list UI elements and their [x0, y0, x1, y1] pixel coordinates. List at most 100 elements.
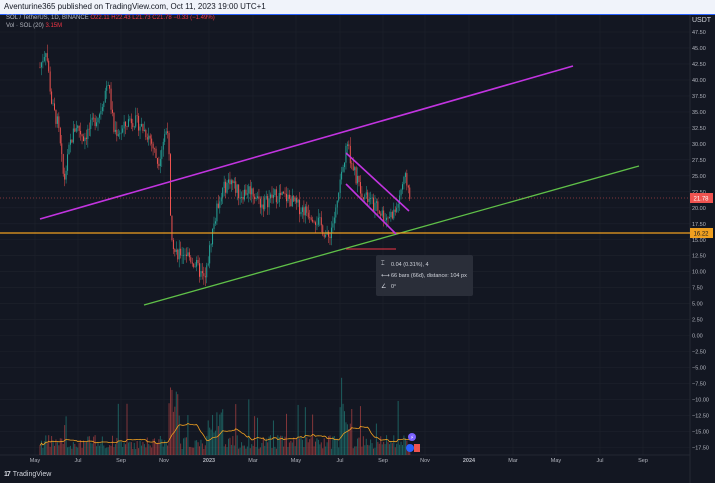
- price-tick-label: 0.00: [692, 334, 703, 340]
- volume-bar: [351, 409, 353, 455]
- wedge-upper-line[interactable]: [345, 152, 410, 212]
- candle-body: [310, 217, 312, 220]
- volume-bar: [122, 447, 124, 455]
- volume-bar: [288, 442, 290, 455]
- volume-bar: [403, 435, 405, 455]
- volume-legend[interactable]: Vol · SOL (20) 3.15M: [6, 23, 62, 29]
- volume-bar: [378, 443, 380, 455]
- volume-bar: [251, 444, 253, 455]
- volume-bar: [184, 437, 186, 455]
- candle-body: [106, 85, 108, 91]
- candle-body: [135, 115, 137, 127]
- price-axis[interactable]: 47.50 45.00 42.50 40.00 37.50 35.00 32.50 30.00…: [692, 30, 709, 452]
- candle-body: [348, 144, 350, 146]
- volume-bar: [355, 446, 357, 455]
- volume-bar: [42, 447, 44, 455]
- price-tick-label: 5.00: [692, 302, 703, 308]
- volume-bar: [159, 435, 161, 455]
- candle-body: [91, 117, 93, 120]
- time-tick-label: Sep: [378, 458, 388, 464]
- volume-bar: [232, 436, 234, 455]
- volume-bar: [145, 447, 147, 455]
- volume-bar: [235, 404, 237, 455]
- candle-body: [162, 141, 164, 150]
- angle-icon: ∠: [381, 284, 387, 290]
- time-tick-label: Sep: [638, 458, 648, 464]
- candle-body: [390, 211, 392, 218]
- candle-body: [322, 225, 324, 235]
- volume-bar: [326, 442, 328, 455]
- volume-bar: [239, 447, 241, 455]
- news-flag-icon[interactable]: [406, 444, 420, 452]
- volume-bar: [146, 437, 148, 455]
- alert-icon[interactable]: ⚡: [408, 433, 416, 441]
- volume-bar: [238, 448, 240, 455]
- volume-bar: [342, 403, 344, 455]
- volume-bar: [104, 448, 106, 455]
- volume-bars: [39, 377, 411, 455]
- time-tick-label: Sep: [116, 458, 126, 464]
- candle-body: [104, 90, 106, 103]
- volume-bar: [58, 445, 60, 455]
- candle-body: [172, 239, 174, 250]
- candle-body: [151, 138, 153, 144]
- candle-body: [252, 188, 254, 197]
- candle-body: [281, 191, 283, 196]
- volume-bar: [270, 435, 272, 455]
- volume-bar: [258, 448, 260, 455]
- symbol-legend[interactable]: SOL / TetherUS, 1D, BINANCE O22.11 H22.4…: [6, 15, 215, 21]
- time-axis[interactable]: May Jul Sep Nov 2023 Mar May Jul Sep Nov 2024 Mar Ma…: [30, 458, 648, 464]
- tradingview-logo[interactable]: 17 TradingView: [4, 471, 51, 478]
- candle-body: [275, 189, 277, 203]
- currency-label[interactable]: USDT: [692, 17, 712, 24]
- candle-body: [110, 88, 112, 110]
- symbol-name: SOL / TetherUS, 1D, BINANCE: [6, 15, 89, 21]
- volume-bar: [396, 443, 398, 455]
- candle-body: [267, 196, 269, 208]
- candle-body: [329, 236, 331, 239]
- volume-bar: [275, 448, 277, 455]
- candle-body: [297, 199, 299, 203]
- volume-bar: [313, 446, 315, 455]
- candle-body: [98, 114, 100, 118]
- channel-upper-line[interactable]: [39, 65, 574, 220]
- candle-body: [156, 158, 158, 164]
- volume-bar: [178, 415, 180, 455]
- candle-body: [85, 137, 87, 139]
- volume-bar: [242, 445, 244, 455]
- wedge-lower-line[interactable]: [345, 183, 397, 235]
- candle-body: [313, 221, 315, 223]
- candle-body: [359, 182, 361, 194]
- volume-bar: [222, 409, 224, 455]
- candle-body: [336, 200, 338, 208]
- candle-body: [51, 91, 53, 104]
- volume-bar: [303, 447, 305, 455]
- candle-body: [146, 137, 148, 140]
- candle-body: [90, 119, 92, 130]
- candle-body: [190, 257, 192, 263]
- candle-body: [149, 135, 151, 139]
- ohlc-values: O22.11 H22.43 L21.73 C21.78 −0.33 (−1.49…: [90, 15, 215, 21]
- price-chart[interactable]: 47.50 45.00 42.50 40.00 37.50 35.00 32.50 30.00…: [0, 15, 715, 483]
- ascending-trendline[interactable]: [143, 165, 640, 306]
- volume-bar: [228, 438, 229, 455]
- volume-bar: [88, 436, 90, 455]
- volume-bar: [346, 424, 348, 455]
- volume-bar: [341, 377, 343, 455]
- volume-bar: [381, 444, 383, 455]
- candle-body: [59, 128, 61, 144]
- volume-bar: [119, 441, 121, 455]
- candle-body: [374, 202, 376, 211]
- volume-bar: [181, 448, 183, 455]
- candle-body: [380, 213, 382, 216]
- volume-bar: [388, 444, 390, 455]
- measure-tooltip: ⌶ 0.04 (0.31%), 4 ⟷ 66 bars (66d), dista…: [376, 255, 473, 296]
- candle-body: [55, 109, 57, 124]
- time-tick-label: 2023: [203, 458, 215, 464]
- volume-bar: [136, 441, 138, 455]
- drawings[interactable]: [0, 65, 690, 306]
- candle-body: [378, 210, 380, 214]
- volume-bar: [274, 446, 276, 455]
- candle-body: [362, 197, 364, 200]
- candle-body: [148, 135, 150, 140]
